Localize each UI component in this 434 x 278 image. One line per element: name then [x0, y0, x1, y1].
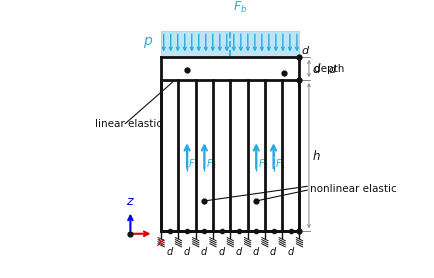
Text: linear elastic: linear elastic	[94, 119, 161, 129]
Text: $F_1$: $F_1$	[274, 158, 286, 172]
Text: $d$: $d$	[252, 245, 260, 257]
Text: $d$: $d$	[183, 245, 191, 257]
Text: nonlinear elastic: nonlinear elastic	[309, 184, 395, 194]
Text: $d$: $d$	[312, 61, 321, 76]
Text: $z$: $z$	[126, 195, 135, 208]
Text: $d$: $d$	[217, 245, 225, 257]
Text: $d$: $d$	[165, 245, 174, 257]
Text: $d$: $d$	[200, 245, 208, 257]
Text: $p$: $p$	[143, 35, 153, 50]
Text: $d$: $d$	[234, 245, 243, 257]
Text: $F_b$: $F_b$	[232, 0, 247, 15]
Text: $F_2$: $F_2$	[205, 158, 216, 172]
Text: $d$: $d$	[300, 44, 309, 56]
Text: $h$: $h$	[312, 149, 320, 163]
Text: $d$: $d$	[327, 63, 336, 75]
Text: $x$: $x$	[156, 236, 165, 249]
Bar	[161, 57, 299, 80]
Text: $d$: $d$	[286, 245, 294, 257]
Bar	[161, 31, 299, 57]
Text: depth: depth	[313, 64, 346, 74]
Text: $d$: $d$	[269, 245, 277, 257]
Text: $F_2$: $F_2$	[257, 158, 268, 172]
Text: $F_1$: $F_1$	[188, 158, 199, 172]
